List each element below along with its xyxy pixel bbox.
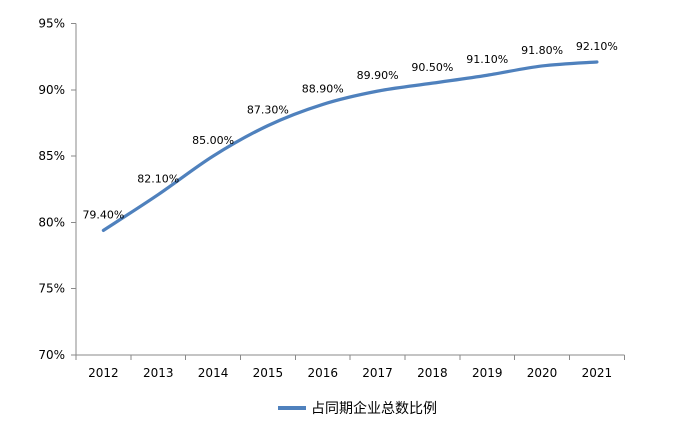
data-label: 79.40%	[82, 208, 124, 221]
data-label: 89.90%	[357, 69, 399, 82]
x-axis-tick-label: 2019	[472, 366, 503, 380]
y-axis-tick-label: 80%	[38, 215, 65, 229]
data-label: 90.50%	[411, 61, 453, 74]
data-label: 82.10%	[137, 173, 179, 186]
data-label: 91.10%	[466, 53, 508, 66]
series-line	[101, 60, 599, 232]
data-label: 87.30%	[247, 104, 289, 117]
y-axis-tick-label: 85%	[38, 149, 65, 163]
x-axis-tick-label: 2018	[417, 366, 448, 380]
x-axis-tick-label: 2015	[253, 366, 284, 380]
data-label: 85.00%	[192, 134, 234, 147]
x-axis-tick-label: 2013	[143, 366, 174, 380]
x-axis-tick-label: 2014	[198, 366, 229, 380]
x-axis-tick-label: 2016	[307, 366, 338, 380]
y-axis-tick-label: 90%	[38, 83, 65, 97]
x-axis-tick-label: 2021	[582, 366, 613, 380]
x-axis-tick-label: 2020	[527, 366, 558, 380]
data-label: 91.80%	[521, 44, 563, 57]
data-label: 92.10%	[576, 40, 618, 53]
y-axis-tick-label: 75%	[38, 282, 65, 296]
y-axis-tick-label: 95%	[38, 17, 65, 31]
x-axis-tick-label: 2012	[88, 366, 119, 380]
x-axis-tick-label: 2017	[362, 366, 393, 380]
data-label: 88.90%	[302, 82, 344, 95]
y-axis-tick-label: 70%	[38, 348, 65, 362]
legend-label: 占同期企业总数比例	[311, 400, 437, 417]
